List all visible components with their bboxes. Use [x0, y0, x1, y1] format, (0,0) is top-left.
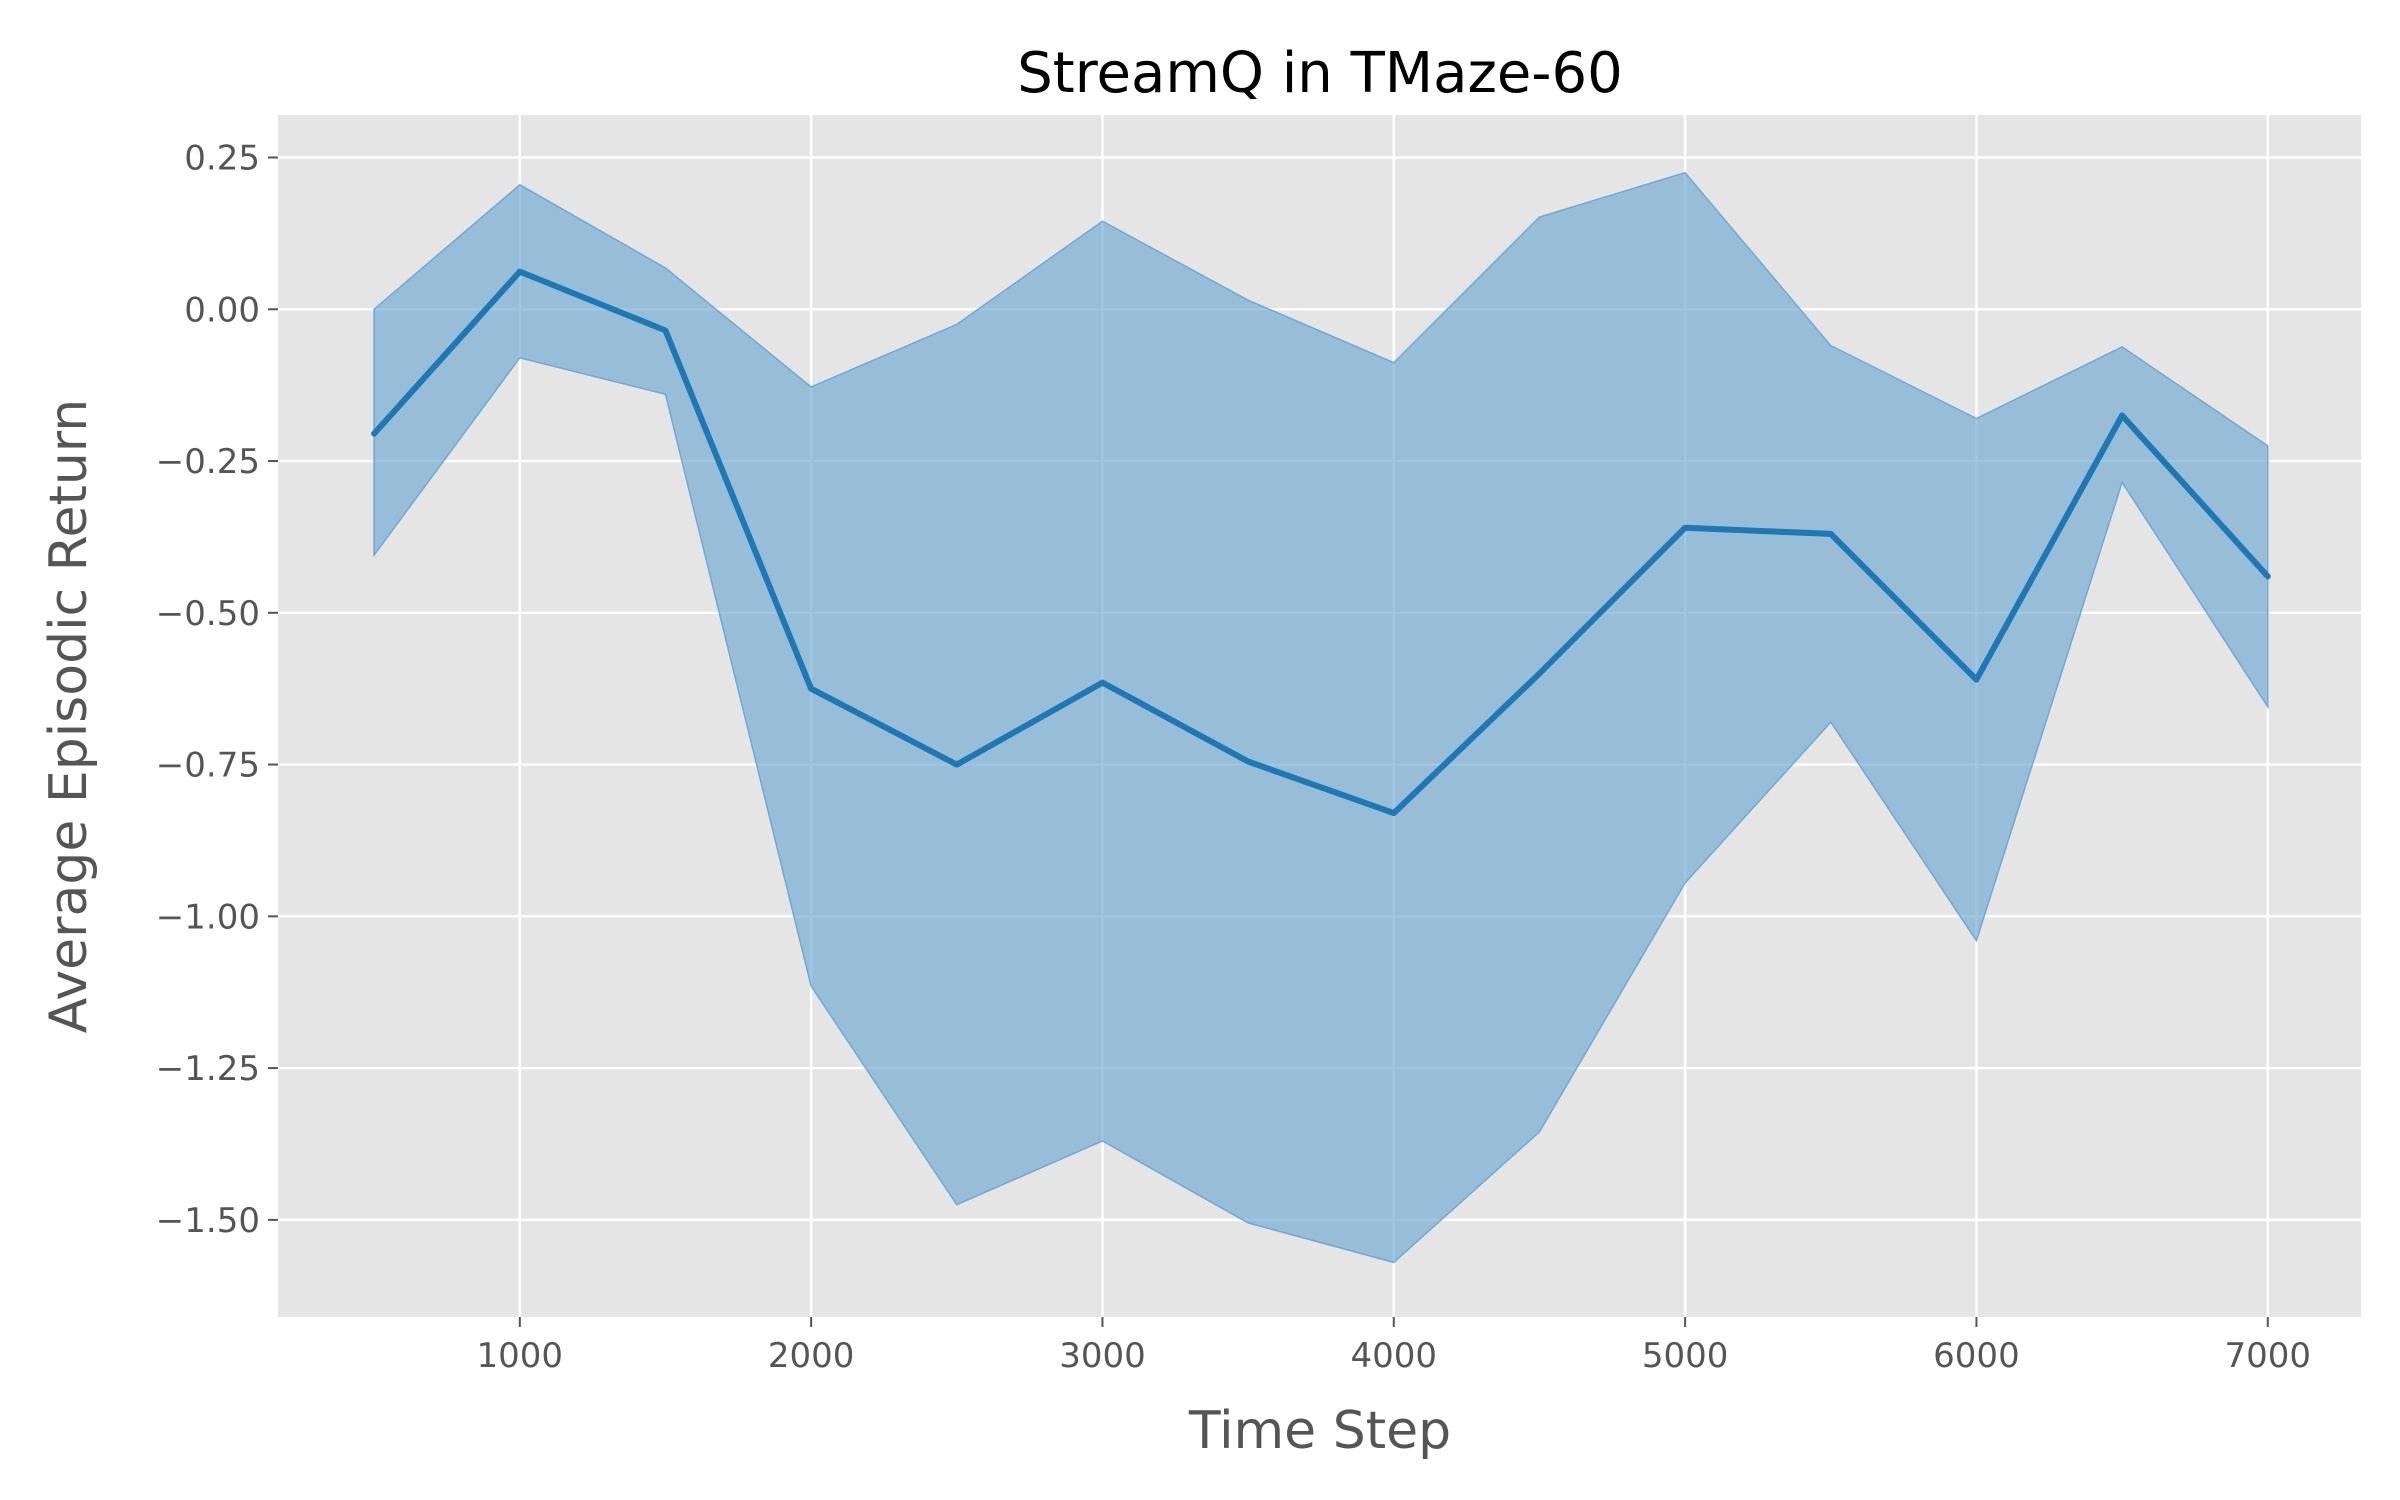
x-axis-ticks: 1000 2000 3000 4000 5000 6000 7000 — [477, 1317, 2312, 1376]
chart-title: StreamQ in TMaze-60 — [1017, 41, 1623, 106]
x-tick-label: 7000 — [2225, 1336, 2312, 1376]
mean-line — [371, 268, 2271, 817]
y-tick-label: −0.25 — [156, 442, 260, 482]
y-tick-label: −1.50 — [156, 1201, 260, 1241]
x-axis-label: Time Step — [1188, 1401, 1451, 1461]
x-tick-label: 3000 — [1059, 1336, 1146, 1376]
y-tick-label: −0.75 — [156, 746, 260, 786]
confidence-bands — [373, 171, 2269, 1264]
confidence-band — [373, 171, 2269, 1264]
y-axis-label: Average Episodic Return — [39, 399, 99, 1033]
x-tick-label: 1000 — [477, 1336, 564, 1376]
y-tick-label: −0.50 — [156, 594, 260, 634]
y-tick-label: 0.00 — [184, 290, 260, 330]
y-tick-label: 0.25 — [184, 138, 260, 178]
y-tick-label: −1.00 — [156, 897, 260, 937]
y-axis-ticks: 0.25 0.00 −0.25 −0.50 −0.75 −1.00 −1.25 −1.50 — [156, 138, 278, 1241]
x-tick-label: 5000 — [1642, 1336, 1729, 1376]
y-tick-label: −1.25 — [156, 1049, 260, 1089]
x-tick-label: 2000 — [768, 1336, 855, 1376]
x-tick-label: 4000 — [1351, 1336, 1438, 1376]
series-lines — [371, 268, 2271, 817]
x-tick-label: 6000 — [1933, 1336, 2020, 1376]
